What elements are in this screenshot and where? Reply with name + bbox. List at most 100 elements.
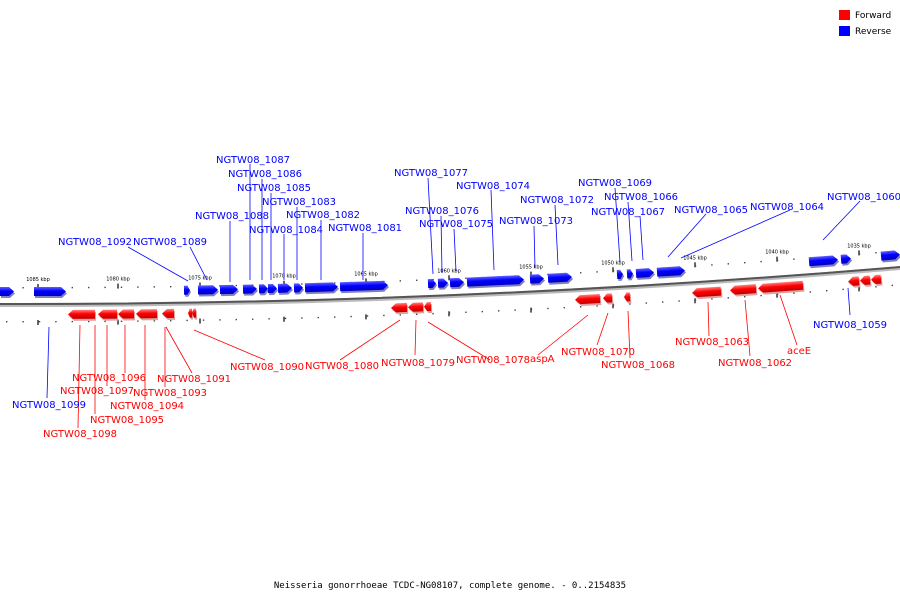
forward-gene-arrow[interactable]: [575, 294, 602, 307]
forward-gene-arrow[interactable]: [624, 292, 632, 304]
reverse-gene-arrow[interactable]: [635, 268, 656, 280]
reverse-gene-arrow[interactable]: [183, 285, 192, 297]
gene-label[interactable]: aceE: [787, 346, 811, 357]
reverse-gene-arrow[interactable]: [0, 287, 15, 299]
gene-label[interactable]: NGTW08_1088: [195, 211, 269, 222]
reverse-gene-arrow[interactable]: [437, 278, 450, 290]
gene-label[interactable]: NGTW08_1084: [249, 225, 323, 236]
scale-dot: [678, 300, 680, 302]
reverse-gene-arrow[interactable]: [616, 269, 625, 281]
gene-label[interactable]: NGTW08_1095: [90, 415, 164, 426]
forward-gene-arrow[interactable]: [188, 308, 194, 320]
gene-label[interactable]: NGTW08_1091: [157, 374, 231, 385]
reverse-gene-arrow[interactable]: [267, 284, 279, 296]
gene-label[interactable]: NGTW08_1075: [419, 219, 493, 230]
gene-label[interactable]: NGTW08_1067: [591, 207, 665, 218]
gene-label[interactable]: NGTW08_1086: [228, 169, 302, 180]
forward-gene-arrow[interactable]: [162, 308, 176, 321]
gene-body: [437, 278, 448, 288]
reverse-gene-arrow[interactable]: [293, 283, 305, 295]
gene-label[interactable]: NGTW08_1069: [578, 178, 652, 189]
forward-gene-arrow[interactable]: [730, 284, 758, 297]
reverse-gene-arrow[interactable]: [808, 255, 840, 269]
gene-label[interactable]: NGTW08_1089: [133, 237, 207, 248]
forward-gene-arrow[interactable]: [98, 309, 119, 321]
reverse-gene-arrow[interactable]: [656, 266, 687, 279]
gene-label[interactable]: NGTW08_1073: [499, 216, 573, 227]
gene-label[interactable]: NGTW08_1068: [601, 360, 675, 371]
scale-dot: [416, 279, 418, 281]
gene-body: [0, 287, 14, 297]
gene-label[interactable]: aspA: [530, 354, 555, 365]
forward-gene-arrow[interactable]: [603, 293, 614, 305]
gene-label[interactable]: NGTW08_1098: [43, 429, 117, 440]
gene-label[interactable]: NGTW08_1072: [520, 195, 594, 206]
gene-label[interactable]: NGTW08_1070: [561, 347, 635, 358]
forward-gene-arrow[interactable]: [848, 276, 861, 288]
gene-label[interactable]: NGTW08_1082: [286, 210, 360, 221]
scale-dot: [334, 282, 336, 284]
reverse-gene-arrow[interactable]: [427, 278, 438, 291]
forward-gene-arrow[interactable]: [692, 286, 723, 300]
scale-dot: [88, 320, 90, 323]
gene-label[interactable]: NGTW08_1083: [262, 197, 336, 208]
forward-gene-arrow[interactable]: [391, 302, 409, 315]
reverse-gene-arrow[interactable]: [339, 280, 390, 294]
gene-body: [871, 274, 882, 285]
reverse-gene-arrow[interactable]: [880, 250, 900, 263]
gene-label[interactable]: NGTW08_1066: [604, 192, 678, 203]
forward-gene-arrow[interactable]: [424, 302, 433, 314]
gene-label[interactable]: NGTW08_1099: [12, 400, 86, 411]
gene-label[interactable]: NGTW08_1080: [305, 361, 379, 372]
reverse-gene-arrow[interactable]: [547, 272, 574, 285]
gene-label[interactable]: NGTW08_1059: [813, 320, 887, 331]
reverse-gene-arrow[interactable]: [449, 277, 466, 290]
reverse-gene-arrow[interactable]: [626, 269, 635, 281]
scale-dot: [399, 314, 401, 316]
forward-gene-arrow[interactable]: [758, 280, 805, 295]
reverse-gene-arrow[interactable]: [33, 286, 68, 299]
forward-gene-arrow[interactable]: [118, 309, 136, 321]
gene-label[interactable]: NGTW08_1081: [328, 223, 402, 234]
gene-label[interactable]: NGTW08_1097: [60, 386, 134, 397]
gene-label[interactable]: NGTW08_1085: [237, 183, 311, 194]
forward-gene-arrow[interactable]: [192, 308, 198, 320]
gene-label[interactable]: NGTW08_1074: [456, 181, 530, 192]
reverse-gene-arrow[interactable]: [197, 285, 220, 297]
gene-body: [758, 280, 804, 293]
gene-label[interactable]: NGTW08_1090: [230, 362, 304, 373]
gene-label[interactable]: NGTW08_1077: [394, 168, 468, 179]
gene-label[interactable]: NGTW08_1076: [405, 206, 479, 217]
gene-label[interactable]: NGTW08_1078: [456, 355, 530, 366]
reverse-gene-arrow[interactable]: [258, 284, 270, 296]
reverse-gene-arrow[interactable]: [840, 254, 853, 266]
forward-gene-arrow[interactable]: [871, 274, 883, 287]
gene-label[interactable]: NGTW08_1092: [58, 237, 132, 248]
gene-body: [616, 269, 623, 280]
gene-label[interactable]: NGTW08_1065: [674, 205, 748, 216]
gene-label[interactable]: NGTW08_1063: [675, 337, 749, 348]
legend: Forward Reverse: [839, 10, 892, 37]
gene-label[interactable]: NGTW08_1096: [72, 373, 146, 384]
gene-label[interactable]: NGTW08_1087: [216, 155, 290, 166]
reverse-gene-arrow[interactable]: [219, 284, 240, 297]
forward-gene-arrow[interactable]: [860, 275, 872, 287]
gene-label[interactable]: NGTW08_1094: [110, 401, 184, 412]
reverse-gene-arrow[interactable]: [466, 275, 526, 289]
scale-tick-label: 1075 kbp: [188, 276, 212, 282]
reverse-gene-arrow[interactable]: [304, 282, 340, 295]
gene-label[interactable]: NGTW08_1064: [750, 202, 824, 213]
reverse-gene-arrow[interactable]: [529, 274, 546, 286]
scale-dot: [793, 292, 795, 294]
scale-dot: [694, 299, 697, 301]
gene-label[interactable]: NGTW08_1079: [381, 358, 455, 369]
gene-body: [242, 284, 257, 294]
reverse-gene-arrow[interactable]: [242, 284, 259, 296]
forward-gene-arrow[interactable]: [408, 302, 425, 314]
gene-label[interactable]: NGTW08_1062: [718, 358, 792, 369]
forward-gene-arrow[interactable]: [136, 309, 159, 321]
gene-label[interactable]: NGTW08_1093: [133, 388, 207, 399]
forward-gene-arrow[interactable]: [68, 309, 97, 321]
reverse-gene-arrow[interactable]: [277, 283, 294, 295]
gene-label[interactable]: NGTW08_1060: [827, 192, 900, 203]
